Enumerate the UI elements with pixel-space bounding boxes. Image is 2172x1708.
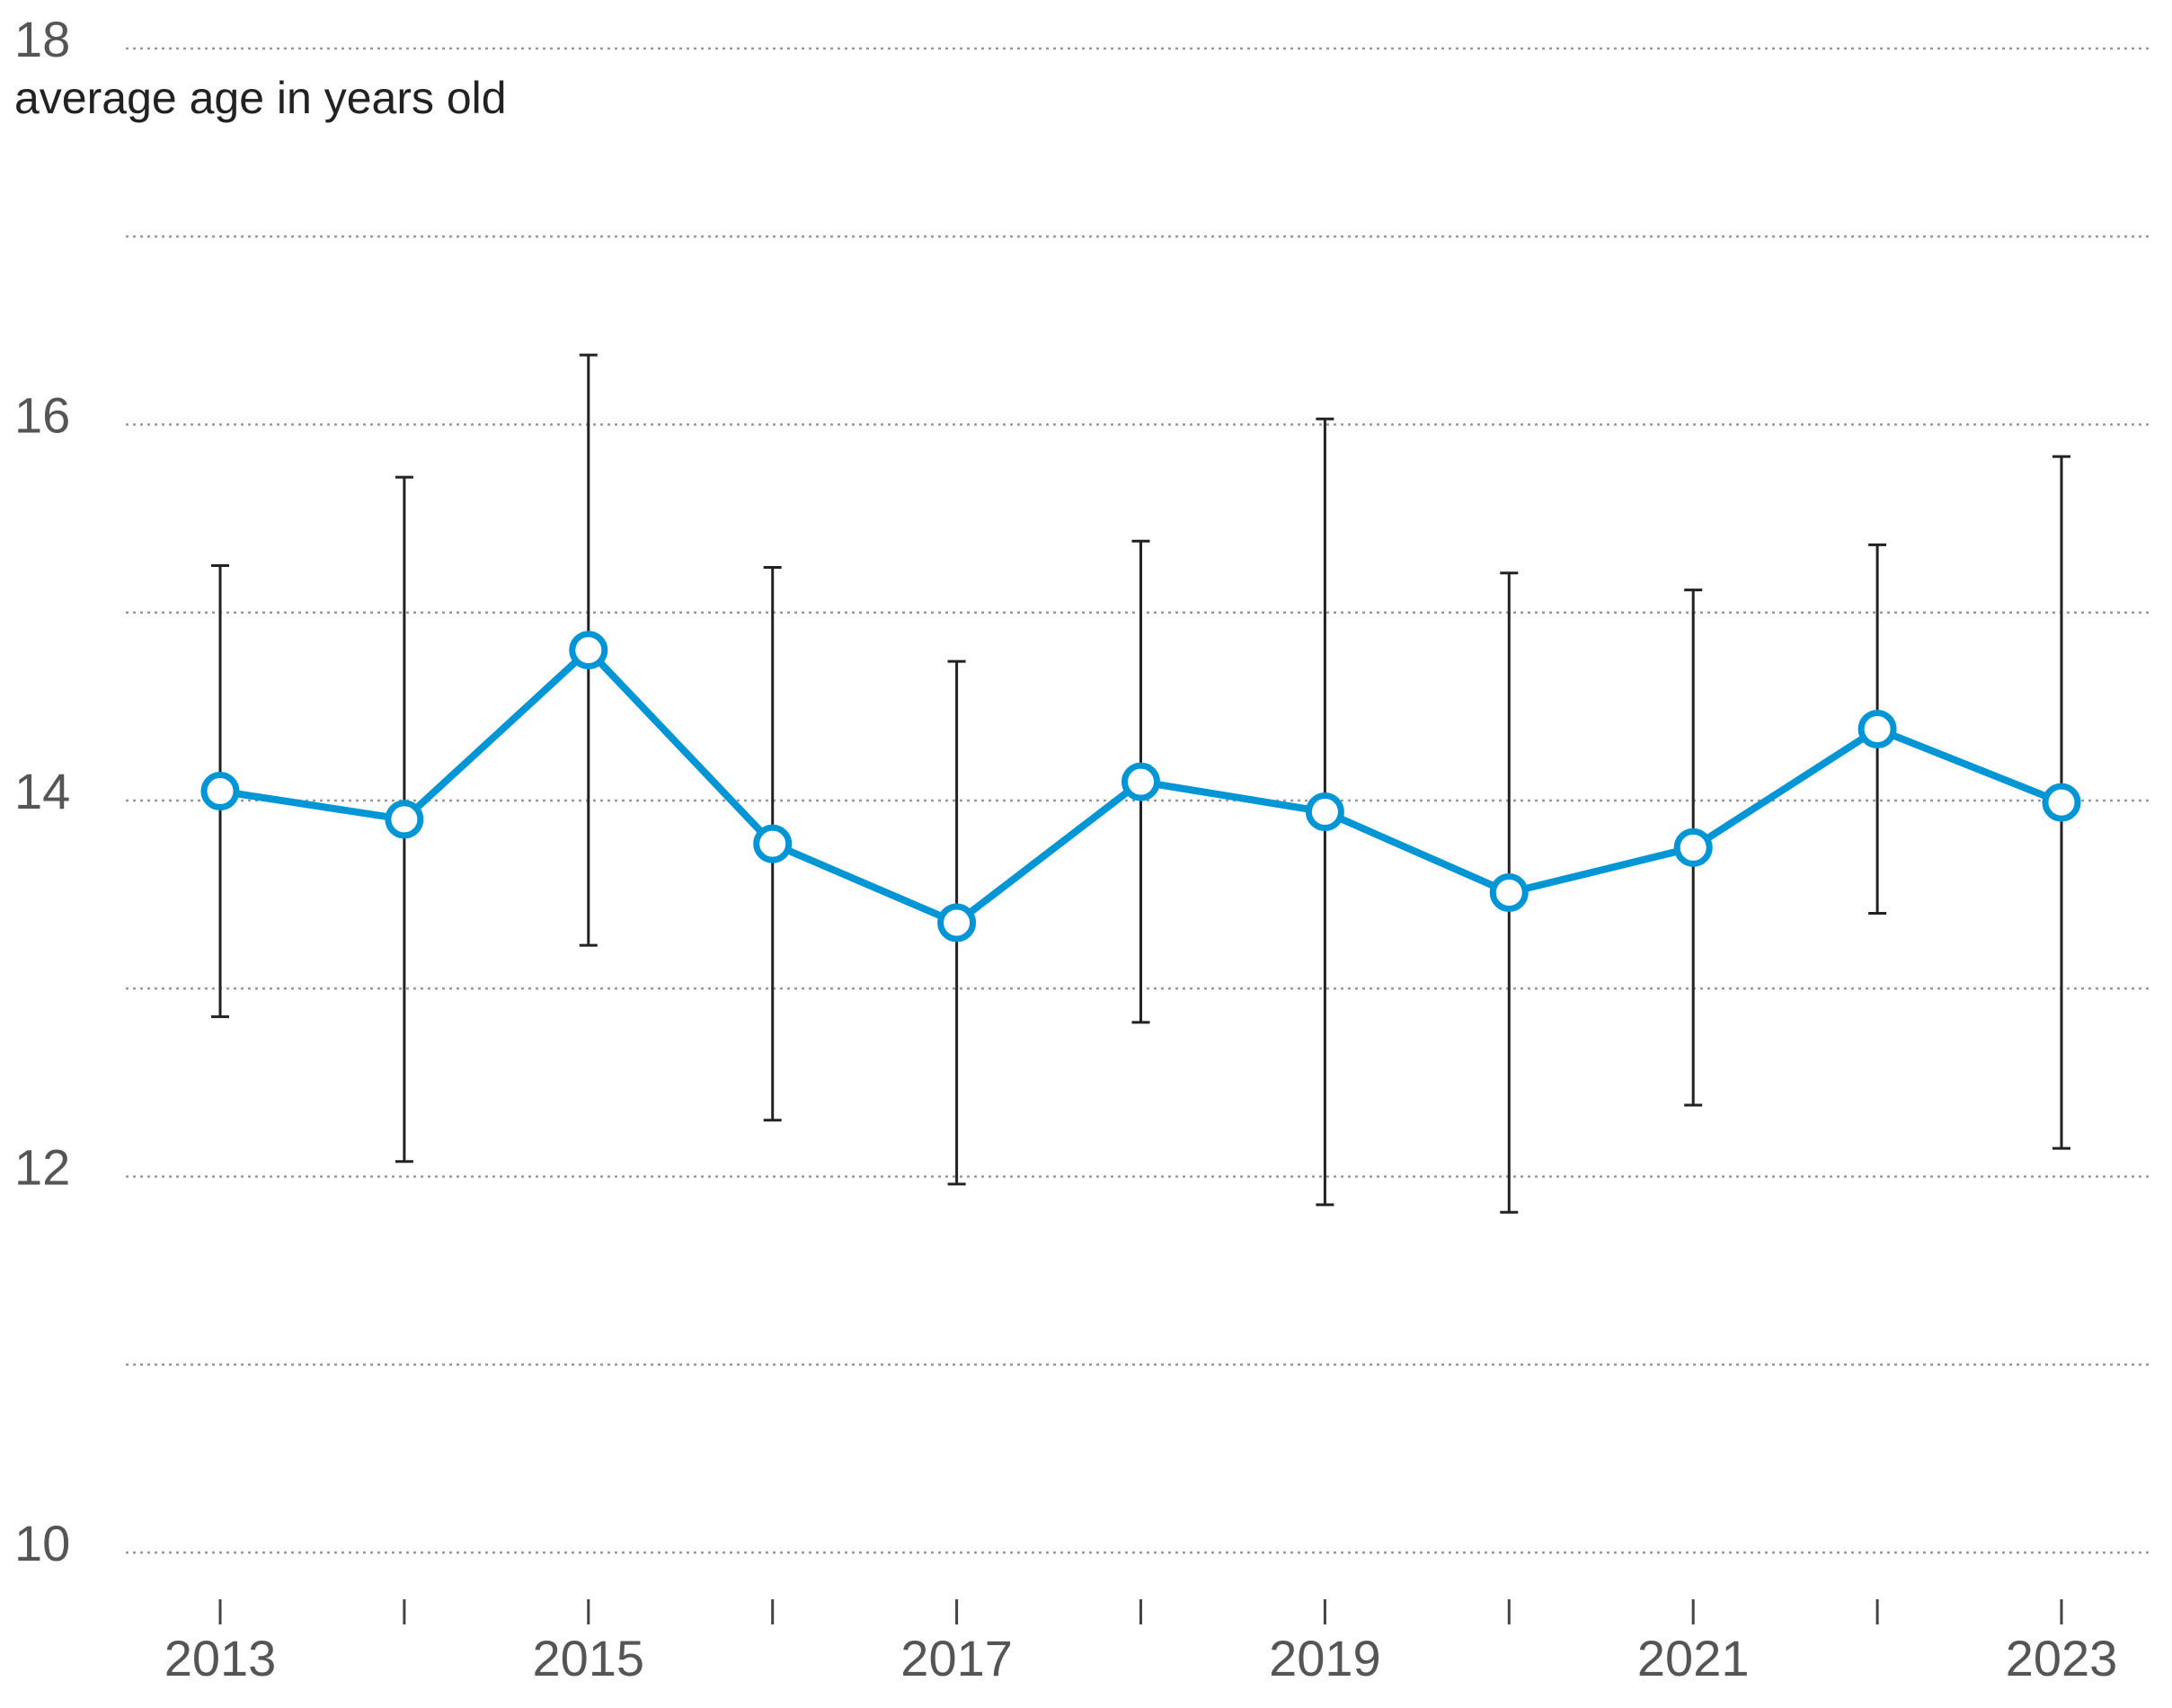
y-tick-label: 16 (14, 386, 70, 443)
y-tick-label: 18 (14, 11, 70, 67)
x-tick-label: 2017 (900, 1630, 1013, 1686)
data-point (200, 772, 240, 811)
y-axis-label: average age in years old (14, 73, 507, 123)
data-point (1489, 873, 1529, 913)
y-tick-label: 12 (14, 1138, 70, 1195)
data-point (1121, 762, 1160, 801)
x-tick-label: 2019 (1269, 1630, 1381, 1686)
y-tick-label: 14 (14, 763, 70, 819)
data-point (1673, 827, 1713, 867)
x-tick-label: 2021 (1637, 1630, 1750, 1686)
data-point (2042, 783, 2081, 822)
x-tick-label: 2013 (164, 1630, 277, 1686)
x-tick-label: 2015 (533, 1630, 645, 1686)
data-point (569, 631, 608, 670)
data-point (937, 903, 977, 942)
data-point (753, 824, 793, 863)
x-tick-label: 2023 (2006, 1630, 2118, 1686)
data-point (1305, 792, 1344, 832)
data-point (385, 800, 424, 839)
data-point (1857, 709, 1897, 748)
y-tick-label: 10 (14, 1515, 70, 1571)
